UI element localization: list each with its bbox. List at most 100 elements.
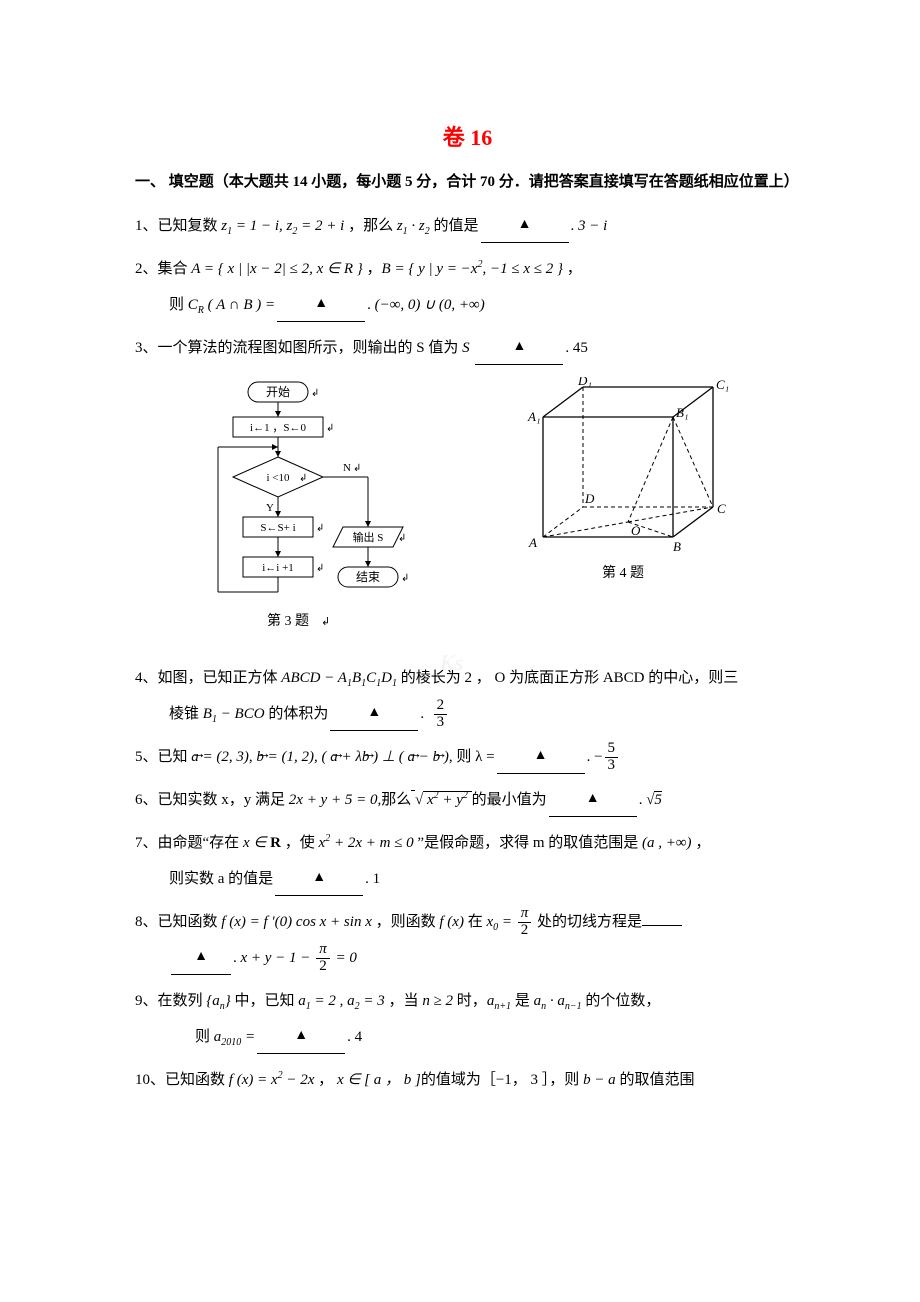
q-text: 处的切线方程是 [533,914,642,930]
cube-label: B [673,539,681,554]
q-expr: x0 = [486,914,515,930]
q-number: 9、 [135,983,158,1019]
section-heading: 一、 填空题（本大题共 14 小题，每小题 5 分，合计 70 分．请把答案直接… [135,170,800,194]
answer-blank: ▲ [171,938,231,975]
answer-blank-tail [642,925,682,926]
answer-blank: ▲ [330,694,418,731]
question-5: 5、已知 a→ = (2, 3), b→ = (1, 2), ( a→ + λb… [135,739,800,776]
q-expr: B1 − BCO [203,706,265,722]
q4-line2: 棱锥 B1 − BCO 的体积为▲. 23 [135,696,800,733]
q-text: 的值域为［−1， 3 ］，则 [421,1072,583,1088]
svg-text:↲: ↲ [316,563,324,574]
svg-text:↲: ↲ [316,523,324,534]
q-text: 已知复数 [158,218,222,234]
q-text: 的体积为 [265,706,329,722]
q-expr: x ∈ R [243,835,281,851]
q-text: 的值是 [430,218,479,234]
q-expr: n ≥ 2 [422,993,453,1009]
cube-label: D₁ [577,377,592,388]
question-3: 3、一个算法的流程图如图所示，则输出的 S 值为 S ▲. 45 [135,330,800,367]
q-expr: a2010 = [214,1029,255,1045]
svg-text:↲: ↲ [401,573,409,584]
svg-text:↲: ↲ [321,616,330,628]
q-number: 10、 [135,1062,165,1098]
q-expr: a→ = (2, 3), b→ = (1, 2), ( a→ + λb→ ) ⊥… [191,749,449,765]
blank-marker-icon: ▲ [586,782,600,816]
q-answer: 53 [605,741,619,774]
q-text: 是 [511,993,534,1009]
blank-marker-icon: ▲ [314,287,328,321]
q9-line2: 则 a2010 =▲. 4 [135,1019,800,1056]
question-2: 2、集合 A = { x | |x − 2| ≤ 2, x ∈ R } ，B =… [135,251,800,324]
q-text: 则 [169,297,188,313]
q-expr: f (x) = x2 − 2x [229,1072,315,1088]
q-text: , 则 λ = [449,749,495,765]
question-7: 7、由命题“存在 x ∈ R ，使 x2 + 2x + m ≤ 0 ”是假命题，… [135,825,800,898]
q-answer: 45 [573,340,588,356]
q-expr: 2x + y + 5 = 0, [289,792,381,808]
flowchart-figure: 开始 ↲ i←1 ，S←0 ↲ i <10 ↲ Y N ↲ [203,377,413,642]
q-expr: z1 · z2 [397,218,430,234]
q-text: 已知函数 [158,914,222,930]
q-text: 由命题“存在 [158,835,243,851]
q-answer: √5 [646,791,662,808]
q-answer: 3 − i [578,218,607,234]
cube-svg: D₁ C₁ A₁ B₁ D C A B O 第 4 题 [523,377,733,587]
q-answer: (−∞, 0) ∪ (0, +∞) [375,297,485,313]
cube-label: A [528,535,537,550]
answer-blank: ▲ [481,206,569,243]
q-text: ， [363,261,382,277]
q-expr: a1 = 2 , a2 = 3 [298,993,385,1009]
page: 卷 16 一、 填空题（本大题共 14 小题，每小题 5 分，合计 70 分．请… [0,0,920,1302]
q-text: ， [563,261,582,277]
blank-marker-icon: ▲ [194,940,208,974]
flow-out: 输出 S [352,530,383,544]
q-expr: an+1 [487,993,511,1009]
q-text: 则实数 a 的值是 [169,871,273,887]
q-expr: x2 + 2x + m ≤ 0 [319,835,414,851]
cube-label: D [584,491,595,506]
q-expr: x ∈ [ a ， b ] [337,1072,421,1088]
cube-label: C₁ [716,377,729,392]
q7-line2: 则实数 a 的值是▲. 1 [135,861,800,898]
q-text: ， [692,835,711,851]
q-answer-frac: π2 [316,942,330,975]
blank-marker-icon: ▲ [534,739,548,773]
blank-marker-icon: ▲ [312,861,326,895]
q-number: 4、 [135,660,158,696]
q-expr: √ x2 + y2 [411,790,471,808]
flow-inc: i←i +1 [262,562,294,574]
question-9: 9、在数列 {an} 中，已知 a1 = 2 , a2 = 3 ，当 n ≥ 2… [135,983,800,1056]
q-text: 的棱长为 2 ， O 为底面正方形 ABCD 的中心，则三 [397,670,738,686]
flow-start: 开始 [265,385,289,399]
q-text: ，使 [281,835,319,851]
q-text: ，当 [385,993,423,1009]
q-expr: CR ( A ∩ B ) = [188,297,275,313]
q-text: 如图，已知正方体 [158,670,282,686]
cube-label: O [631,523,641,538]
question-8: 8、已知函数 f (x) = f ′(0) cos x + sin x ，则函数… [135,904,800,977]
q-text: 中，已知 [231,993,299,1009]
answer-blank: ▲ [257,1017,345,1054]
paper-title: 卷 16 [135,120,800,152]
cube-figure: D₁ C₁ A₁ B₁ D C A B O 第 4 题 [523,377,733,592]
q-number: 1、 [135,208,158,244]
q-text: 时， [453,993,487,1009]
q-answer: x + y − 1 − [241,950,315,966]
q-answer-post: = 0 [332,950,357,966]
flow-caption: 第 3 题 [267,612,309,629]
q-text: ，那么 [344,218,397,234]
q-expr: ABCD − A1B1C1D1 [281,670,397,686]
q-text: 集合 [158,261,192,277]
q-expr: b − a [583,1072,616,1088]
q-expr: an · an−1 [534,993,582,1009]
q-text: 已知函数 [165,1072,229,1088]
answer-blank: ▲ [549,780,637,817]
q-text: 那么 [381,792,411,808]
q-text: 的最小值为 [472,792,547,808]
q-expr: B = { y | y = −x2, −1 ≤ x ≤ 2 } [382,261,563,277]
svg-text:↲: ↲ [311,388,319,399]
flow-cond: i <10 [266,472,290,484]
cube-label: B₁ [676,405,688,420]
answer-blank: ▲ [277,285,365,322]
